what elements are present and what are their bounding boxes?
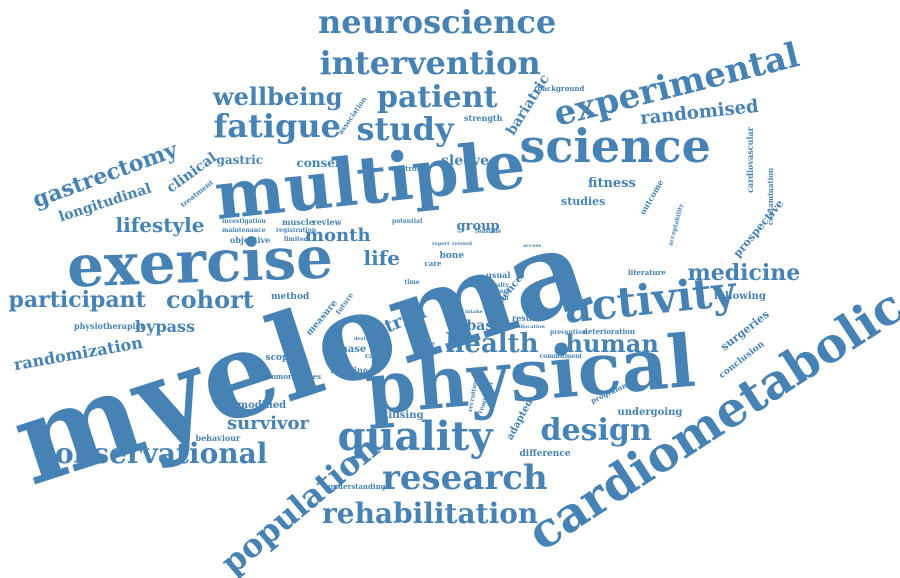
word-commitment: commitment bbox=[539, 353, 583, 360]
word-acceptability: acceptability bbox=[666, 203, 685, 247]
word-care: care bbox=[424, 258, 442, 268]
word-research: research bbox=[382, 458, 548, 498]
word-basic: basic bbox=[466, 318, 508, 334]
word-report: report bbox=[432, 240, 450, 247]
word-physiotherapist: physiotherapist bbox=[74, 321, 144, 331]
word-lifestyle: lifestyle bbox=[115, 213, 205, 237]
word-scoping: scoping bbox=[265, 352, 305, 363]
word-participant: participant bbox=[8, 287, 146, 313]
word-difference: difference bbox=[519, 448, 571, 459]
word-phase: phase bbox=[333, 344, 367, 355]
word-study: study bbox=[356, 110, 454, 148]
word-registration: registration bbox=[276, 227, 317, 234]
word-design: design bbox=[540, 413, 652, 448]
word-deterioration: deterioration bbox=[583, 326, 635, 336]
word-following: following bbox=[714, 291, 766, 302]
word-intervention: intervention bbox=[319, 44, 541, 82]
word-observational: observational bbox=[55, 437, 268, 470]
word-studies: studies bbox=[561, 194, 606, 208]
word-access: access bbox=[523, 242, 542, 249]
word-understanding: understanding bbox=[328, 481, 386, 491]
word-destruction: destruction bbox=[354, 335, 387, 342]
word-health: health bbox=[445, 329, 539, 359]
word-human: human bbox=[565, 329, 659, 358]
word-neuroscience: neuroscience bbox=[318, 3, 557, 41]
word-limited: limited bbox=[284, 236, 308, 243]
word-baseline: baseline bbox=[330, 365, 368, 375]
word-fatigue: fatigue bbox=[213, 107, 341, 145]
word-prospective: prospective bbox=[730, 196, 786, 260]
word-behaviour: behaviour bbox=[195, 433, 241, 443]
word-wellbeing: wellbeing bbox=[213, 82, 343, 111]
word-survivor: survivor bbox=[227, 413, 309, 434]
word-controlled: controlled bbox=[391, 163, 432, 173]
word-science: science bbox=[519, 119, 711, 173]
word-allocation: allocation bbox=[517, 323, 545, 330]
word-cancer: cancer bbox=[365, 350, 392, 360]
word-contamination: contamination bbox=[765, 167, 775, 225]
word-month: month bbox=[305, 225, 371, 246]
word-background: background bbox=[537, 83, 585, 93]
word-bypass: bypass bbox=[135, 317, 196, 336]
word-bone: bone bbox=[439, 250, 465, 261]
word-primary: primary bbox=[483, 288, 511, 295]
word-rehabilitation: rehabilitation bbox=[322, 497, 539, 530]
word-prevention: prevention bbox=[550, 329, 587, 336]
word-maintenance: maintenance bbox=[222, 227, 266, 234]
word-cohort: cohort bbox=[166, 285, 254, 314]
word-consent: consent bbox=[296, 156, 350, 170]
word-group: group bbox=[456, 218, 500, 234]
word-review: review bbox=[312, 217, 342, 227]
word-life: life bbox=[363, 246, 401, 270]
word-time: time bbox=[404, 279, 420, 286]
word-feasible: feasible bbox=[475, 228, 502, 235]
word-modified: modified bbox=[237, 400, 287, 411]
word-undergoing: undergoing bbox=[617, 407, 683, 418]
word-related: related bbox=[452, 240, 472, 247]
word-investigation: investigation bbox=[222, 218, 266, 225]
word-gastric: gastric bbox=[216, 153, 264, 167]
word-muscle: muscle bbox=[282, 217, 314, 227]
word-fitness: fitness bbox=[588, 175, 636, 191]
word-outcome: outcome bbox=[636, 177, 665, 217]
word-london: london bbox=[485, 295, 509, 302]
word-potential: potential bbox=[392, 218, 423, 225]
word-utilising: utilising bbox=[376, 410, 424, 421]
word-method: method bbox=[271, 291, 310, 302]
word-literature: literature bbox=[628, 267, 666, 277]
word-cardiovascular: cardiovascular bbox=[744, 127, 755, 193]
word-medicine: medicine bbox=[687, 260, 801, 286]
word-patient: patient bbox=[377, 80, 498, 115]
word-intake: intake bbox=[465, 308, 483, 315]
word-usual: usual bbox=[486, 270, 511, 280]
word-strength: strength bbox=[464, 113, 503, 123]
word-obesity: obesity bbox=[485, 282, 509, 289]
word-objective: objective bbox=[230, 235, 271, 245]
word-comorbidities: comorbidities bbox=[267, 371, 322, 381]
word-sleeve: sleeve bbox=[441, 153, 490, 169]
word-quality: quality bbox=[337, 413, 493, 460]
word-result: result bbox=[512, 313, 539, 323]
